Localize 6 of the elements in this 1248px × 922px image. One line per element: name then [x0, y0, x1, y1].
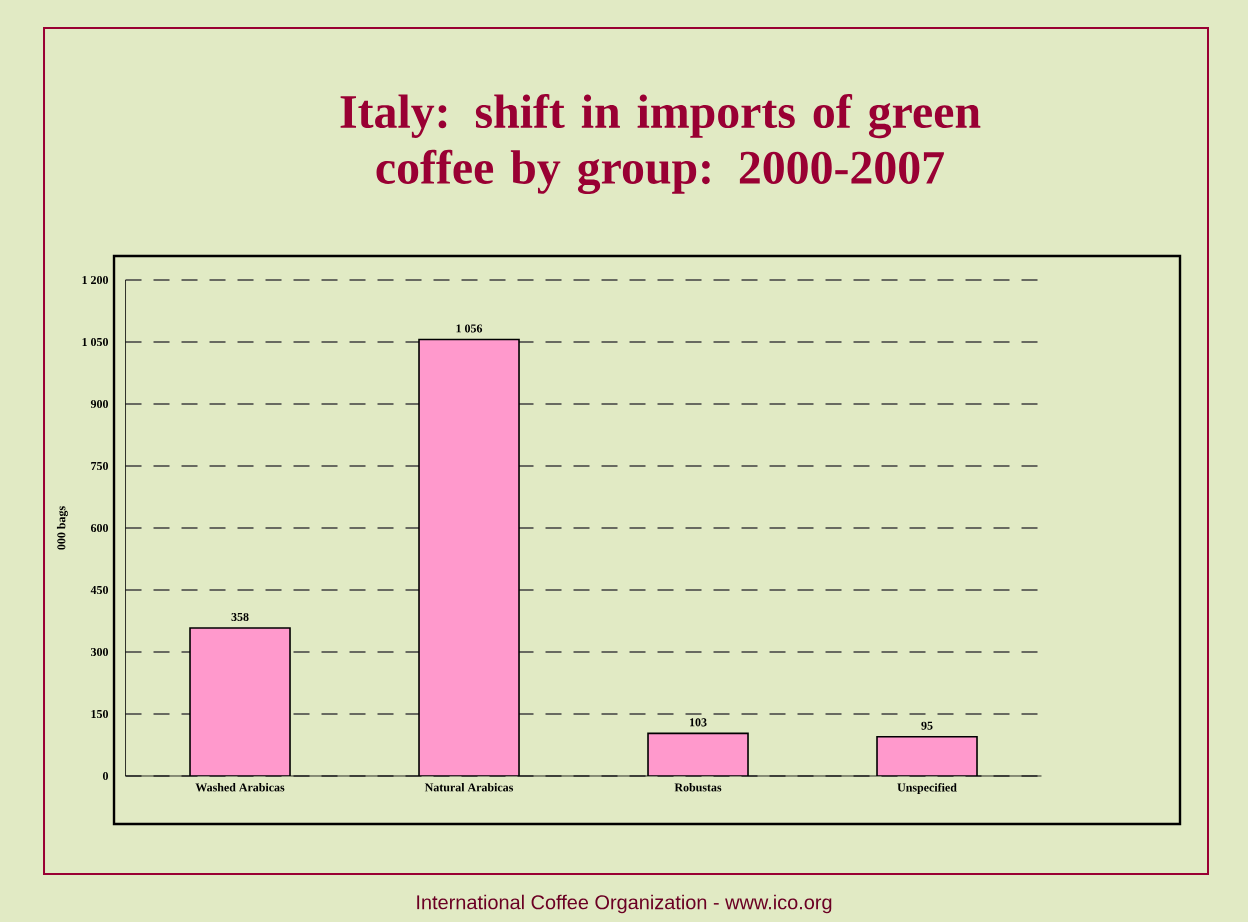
chart-title: Italy: shift in imports of green coffee by group: 2000-2007 — [340, 93, 981, 194]
bar — [876, 735, 978, 776]
text: International Coffee Organization - www.ico.org — [417, 894, 832, 914]
bar — [647, 732, 749, 776]
bar — [418, 338, 520, 776]
bar — [189, 627, 291, 776]
